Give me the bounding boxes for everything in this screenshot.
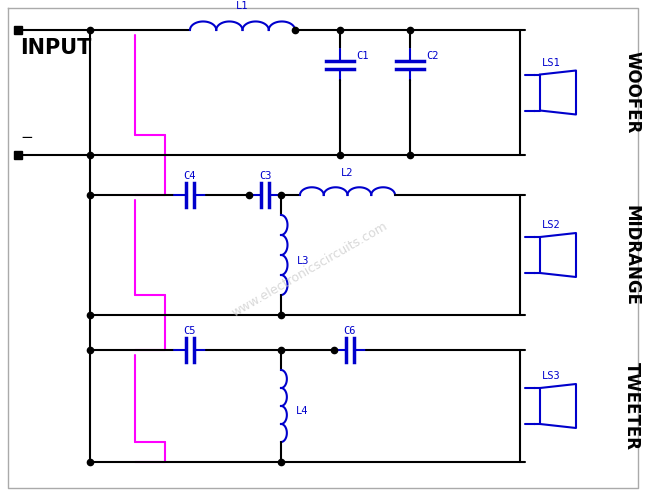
Text: MIDRANGE: MIDRANGE [623, 205, 641, 305]
Text: LS1: LS1 [542, 57, 561, 68]
Text: C6: C6 [343, 326, 356, 336]
Text: LS2: LS2 [542, 220, 561, 230]
Text: C5: C5 [184, 326, 196, 336]
Text: L3: L3 [297, 256, 310, 266]
Text: WOOFER: WOOFER [623, 51, 641, 133]
Text: C3: C3 [259, 171, 272, 181]
Text: LS3: LS3 [542, 371, 561, 381]
Text: www.electronicscircuits.com: www.electronicscircuits.com [230, 220, 390, 320]
Text: L2: L2 [341, 167, 354, 178]
Text: C1: C1 [356, 51, 369, 61]
Text: L4: L4 [295, 406, 308, 416]
Text: L1: L1 [237, 1, 249, 11]
Text: −: − [20, 130, 33, 145]
Text: INPUT: INPUT [20, 38, 91, 58]
Text: C2: C2 [426, 51, 439, 61]
Text: C4: C4 [184, 171, 196, 181]
Text: TWEETER: TWEETER [623, 362, 641, 450]
